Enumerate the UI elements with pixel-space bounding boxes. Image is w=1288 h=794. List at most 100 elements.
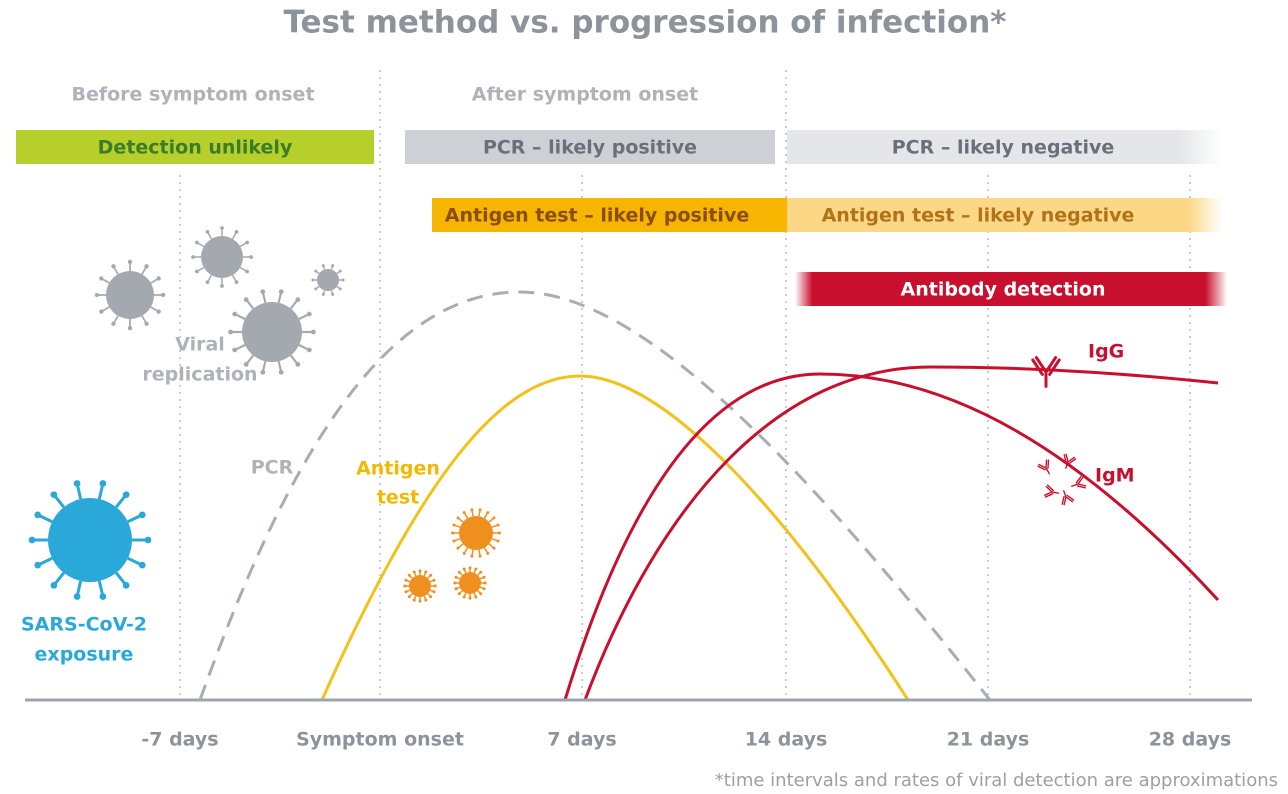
spike-tip [483, 576, 486, 579]
spike [299, 345, 308, 350]
grid [180, 70, 1190, 700]
annotation: PCR [251, 457, 294, 479]
spike-tip [469, 597, 472, 600]
spike-tip [191, 255, 195, 259]
spike-tip [161, 293, 165, 297]
x-tick-label: -7 days [141, 729, 218, 751]
spike-tip [235, 280, 239, 284]
spike [236, 345, 245, 350]
spike-tip [492, 547, 495, 550]
spike [128, 558, 141, 564]
spike-tip [498, 532, 501, 535]
virus-icon [228, 289, 316, 375]
spike-tip [479, 508, 482, 511]
annotation: IgM [1095, 465, 1135, 487]
spike [116, 573, 125, 584]
spike-tip [195, 241, 199, 245]
spike [299, 314, 308, 319]
antibody-shape [1033, 358, 1059, 387]
spike-tip [404, 579, 407, 582]
spike-tip [260, 370, 265, 375]
virus-body [459, 516, 493, 550]
annotation: IgG [1088, 341, 1124, 363]
spike-tip [244, 297, 249, 302]
spike-tip [497, 540, 500, 543]
spike-tip [99, 309, 103, 313]
spike-tip [220, 226, 224, 230]
spike-tip [322, 293, 325, 296]
spike-tip [452, 523, 455, 526]
spike-tip [322, 264, 325, 267]
footnote: *time intervals and rates of viral detec… [715, 770, 1278, 791]
bar-label: Antibody detection [901, 279, 1106, 301]
spike-tip [51, 582, 58, 589]
spike-tip [34, 562, 41, 569]
spike-tip [342, 279, 345, 282]
spike-tip [139, 511, 146, 518]
spike-tip [139, 562, 146, 569]
spike-tip [474, 596, 477, 599]
spike [247, 355, 254, 363]
x-tick-label: Symptom onset [296, 729, 464, 751]
antigen-curve [322, 376, 908, 700]
spike-tip [331, 264, 334, 267]
virus-body [201, 236, 243, 278]
spike-tip [249, 255, 253, 259]
phase-label: Before symptom onset [71, 84, 314, 106]
spike-tip [463, 596, 466, 599]
virus-body [409, 575, 431, 597]
spike-tip [195, 270, 199, 274]
annotation: test [377, 487, 419, 509]
spike-tip [403, 585, 406, 588]
spike-tip [314, 287, 317, 290]
spike-tip [314, 270, 317, 273]
spike-tip [311, 330, 316, 335]
spike [99, 581, 102, 595]
x-tick-label: 28 days [1149, 729, 1232, 751]
virus-icon [403, 569, 436, 602]
spike-tip [206, 230, 210, 234]
virus-icon [191, 226, 253, 288]
spike-tip [454, 576, 457, 579]
spike-tip [429, 595, 432, 598]
spike-tip [486, 552, 489, 555]
spike-tip [463, 511, 466, 514]
bar-label: Antigen test – likely positive [445, 205, 749, 227]
spike [247, 300, 254, 308]
spike-tip [479, 592, 482, 595]
spike [279, 361, 281, 371]
spike-tip [51, 491, 58, 498]
virus-body [48, 498, 132, 582]
spike-tip [307, 312, 312, 317]
bar-label: PCR – likely positive [483, 137, 697, 159]
annotation: Viral [175, 334, 225, 356]
spike-tip [232, 348, 237, 353]
spike-tip [457, 516, 460, 519]
spike-tip [424, 599, 427, 602]
antibody-shape [1037, 459, 1054, 476]
virus-icon [29, 480, 152, 600]
virus-icon [311, 264, 344, 296]
virus-body [242, 302, 302, 362]
spike [39, 515, 52, 521]
spike-tip [451, 532, 454, 535]
phase-label: After symptom onset [472, 84, 698, 106]
spike-tip [458, 592, 461, 595]
spike-tip [123, 491, 130, 498]
spike-tip [331, 293, 334, 296]
antibody-shape [1058, 489, 1074, 506]
spike-tip [29, 537, 36, 544]
spike-tip [470, 508, 473, 511]
spike-tip [123, 582, 130, 589]
antibody-icon [1058, 489, 1074, 506]
bar-label: Antigen test – likely negative [822, 205, 1135, 227]
spike-tip [295, 362, 300, 367]
annotation: replication [142, 364, 257, 386]
spike-tip [454, 587, 457, 590]
spike [291, 355, 298, 363]
spike [236, 314, 245, 319]
virus-body [106, 271, 154, 319]
spike-tip [408, 595, 411, 598]
antibody-shape [1070, 476, 1087, 492]
